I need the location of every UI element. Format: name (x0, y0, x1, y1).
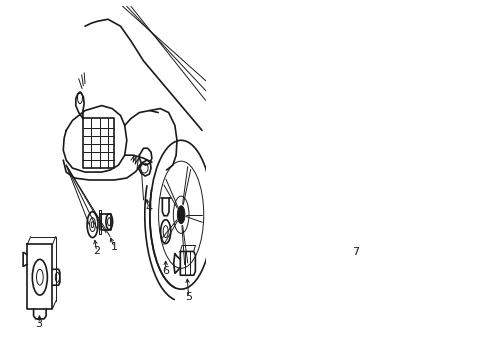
Text: 2: 2 (93, 247, 100, 256)
Text: 3: 3 (36, 319, 42, 329)
Text: 4: 4 (144, 203, 152, 213)
Text: 7: 7 (352, 247, 359, 257)
Text: 1: 1 (111, 243, 118, 252)
Circle shape (177, 206, 184, 224)
Text: 6: 6 (162, 266, 169, 276)
Text: 5: 5 (185, 292, 192, 302)
